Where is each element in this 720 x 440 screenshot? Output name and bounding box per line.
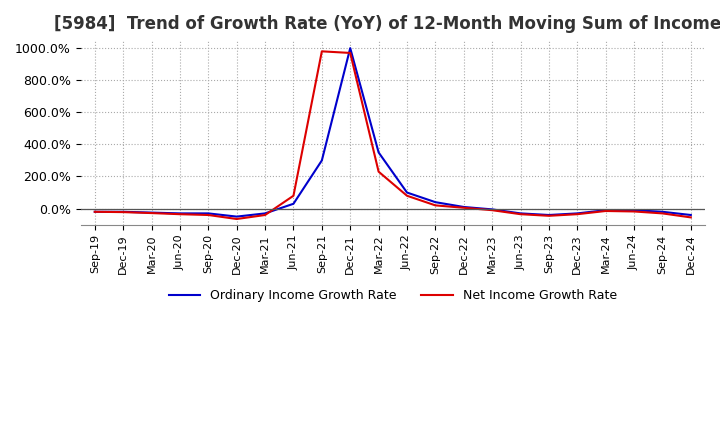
Net Income Growth Rate [686, 215, 695, 220]
Ordinary Income Growth Rate [488, 207, 497, 212]
Net Income Growth Rate [573, 212, 582, 217]
Ordinary Income Growth Rate [686, 213, 695, 218]
Legend: Ordinary Income Growth Rate, Net Income Growth Rate: Ordinary Income Growth Rate, Net Income … [163, 284, 622, 307]
Ordinary Income Growth Rate [516, 211, 525, 216]
Ordinary Income Growth Rate [601, 208, 610, 213]
Net Income Growth Rate [488, 208, 497, 213]
Ordinary Income Growth Rate [289, 201, 298, 206]
Ordinary Income Growth Rate [176, 211, 184, 216]
Net Income Growth Rate [431, 203, 440, 208]
Net Income Growth Rate [402, 193, 411, 198]
Net Income Growth Rate [204, 213, 212, 218]
Ordinary Income Growth Rate [204, 211, 212, 216]
Ordinary Income Growth Rate [318, 158, 326, 163]
Ordinary Income Growth Rate [233, 214, 241, 219]
Ordinary Income Growth Rate [261, 211, 269, 216]
Net Income Growth Rate [601, 209, 610, 214]
Ordinary Income Growth Rate [402, 190, 411, 195]
Net Income Growth Rate [459, 205, 468, 210]
Net Income Growth Rate [233, 216, 241, 222]
Ordinary Income Growth Rate [573, 211, 582, 216]
Ordinary Income Growth Rate [147, 210, 156, 215]
Ordinary Income Growth Rate [119, 209, 127, 214]
Net Income Growth Rate [658, 211, 667, 216]
Net Income Growth Rate [318, 49, 326, 54]
Net Income Growth Rate [261, 213, 269, 218]
Ordinary Income Growth Rate [544, 213, 553, 218]
Net Income Growth Rate [516, 212, 525, 217]
Net Income Growth Rate [119, 209, 127, 215]
Net Income Growth Rate [176, 212, 184, 217]
Ordinary Income Growth Rate [658, 209, 667, 214]
Line: Net Income Growth Rate: Net Income Growth Rate [95, 51, 690, 219]
Net Income Growth Rate [374, 169, 383, 174]
Ordinary Income Growth Rate [459, 204, 468, 209]
Line: Ordinary Income Growth Rate: Ordinary Income Growth Rate [95, 48, 690, 216]
Ordinary Income Growth Rate [630, 208, 639, 213]
Net Income Growth Rate [544, 213, 553, 218]
Ordinary Income Growth Rate [346, 45, 354, 51]
Net Income Growth Rate [147, 210, 156, 216]
Ordinary Income Growth Rate [91, 209, 99, 214]
Net Income Growth Rate [630, 209, 639, 214]
Title: [5984]  Trend of Growth Rate (YoY) of 12-Month Moving Sum of Incomes: [5984] Trend of Growth Rate (YoY) of 12-… [54, 15, 720, 33]
Net Income Growth Rate [346, 50, 354, 55]
Ordinary Income Growth Rate [374, 150, 383, 155]
Ordinary Income Growth Rate [431, 199, 440, 205]
Net Income Growth Rate [91, 209, 99, 214]
Net Income Growth Rate [289, 193, 298, 198]
